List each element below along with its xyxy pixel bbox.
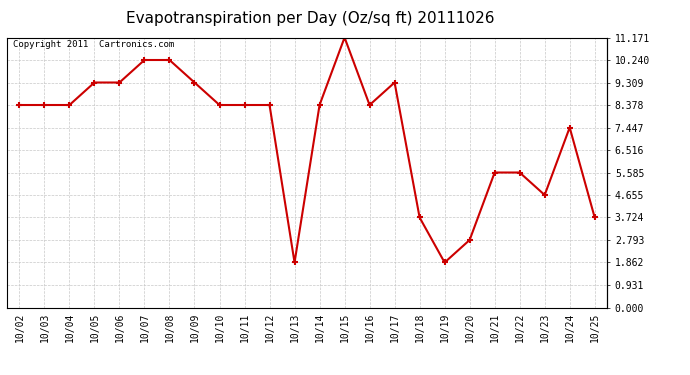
Text: Copyright 2011  Cartronics.com: Copyright 2011 Cartronics.com — [13, 40, 174, 49]
Text: Evapotranspiration per Day (Oz/sq ft) 20111026: Evapotranspiration per Day (Oz/sq ft) 20… — [126, 11, 495, 26]
